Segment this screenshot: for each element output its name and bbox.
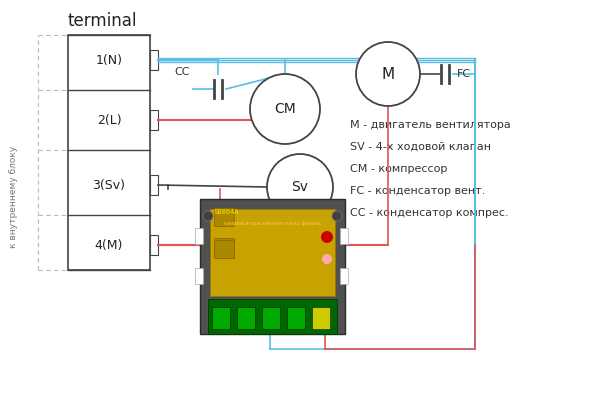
Circle shape xyxy=(322,254,332,264)
Text: terminal: terminal xyxy=(68,12,138,30)
FancyBboxPatch shape xyxy=(210,209,335,296)
FancyBboxPatch shape xyxy=(150,235,158,255)
FancyBboxPatch shape xyxy=(150,50,158,70)
Text: 1(N): 1(N) xyxy=(96,54,122,67)
FancyBboxPatch shape xyxy=(287,307,305,329)
Text: 4(M): 4(M) xyxy=(95,238,123,251)
Text: FC: FC xyxy=(457,69,471,79)
Text: CM: CM xyxy=(274,102,296,116)
FancyBboxPatch shape xyxy=(195,268,203,284)
Text: СС - конденсатор компрес.: СС - конденсатор компрес. xyxy=(350,208,508,218)
FancyBboxPatch shape xyxy=(340,268,348,284)
FancyBboxPatch shape xyxy=(214,238,234,256)
Text: 3(Sv): 3(Sv) xyxy=(93,178,125,191)
Text: SB004A: SB004A xyxy=(214,209,239,215)
Text: M: M xyxy=(381,67,395,82)
Text: СМ - компрессор: СМ - компрессор xyxy=(350,164,447,174)
Text: SV - 4-х ходовой клапан: SV - 4-х ходовой клапан xyxy=(350,142,491,152)
Text: к внутреннему блоку: к внутреннему блоку xyxy=(10,146,19,248)
FancyBboxPatch shape xyxy=(68,35,150,270)
FancyBboxPatch shape xyxy=(214,240,234,258)
FancyBboxPatch shape xyxy=(208,299,337,334)
Text: конденсатора зимнего пуска фреона: конденсатора зимнего пуска фреона xyxy=(224,221,321,226)
FancyBboxPatch shape xyxy=(312,307,330,329)
FancyBboxPatch shape xyxy=(262,307,280,329)
FancyBboxPatch shape xyxy=(150,110,158,130)
FancyBboxPatch shape xyxy=(237,307,255,329)
Text: М - двигатель вентилятора: М - двигатель вентилятора xyxy=(350,120,511,130)
Text: FC - конденсатор вент.: FC - конденсатор вент. xyxy=(350,186,485,196)
Circle shape xyxy=(250,74,320,144)
Circle shape xyxy=(332,211,342,221)
FancyBboxPatch shape xyxy=(150,175,158,195)
Text: 2(L): 2(L) xyxy=(97,113,121,126)
FancyBboxPatch shape xyxy=(200,199,345,334)
FancyBboxPatch shape xyxy=(214,208,234,226)
FancyBboxPatch shape xyxy=(195,228,203,244)
Circle shape xyxy=(321,231,333,243)
Circle shape xyxy=(203,211,213,221)
FancyBboxPatch shape xyxy=(212,307,230,329)
FancyBboxPatch shape xyxy=(340,228,348,244)
Circle shape xyxy=(267,154,333,220)
Circle shape xyxy=(356,42,420,106)
Text: Sv: Sv xyxy=(291,180,308,194)
Text: CC: CC xyxy=(175,67,190,77)
